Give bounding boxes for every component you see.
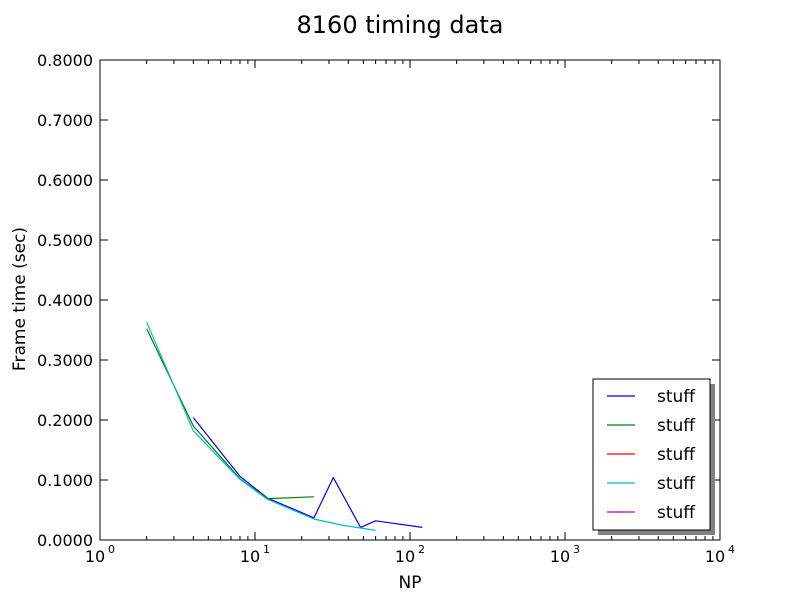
x-axis-ticks: 10 0 10 1 10 2 10 3 10 4 bbox=[85, 60, 735, 566]
x-tick-exponent: 0 bbox=[108, 543, 115, 556]
x-axis-label: NP bbox=[399, 573, 422, 593]
legend-label-4: stuff bbox=[657, 474, 696, 494]
y-tick-label: 0.1000 bbox=[37, 471, 93, 490]
plot-lines bbox=[146, 321, 423, 531]
y-axis-ticks: 0.0000 0.1000 0.2000 0.3000 0.4000 0.5000 0.60… bbox=[37, 51, 720, 550]
y-tick-label: 0.6000 bbox=[37, 171, 93, 190]
series-2-line bbox=[146, 328, 314, 500]
x-tick-label: 10 bbox=[395, 547, 415, 566]
x-tick-exponent: 4 bbox=[728, 543, 735, 556]
x-tick-exponent: 2 bbox=[418, 543, 425, 556]
legend-label-3: stuff bbox=[657, 445, 696, 465]
x-tick-label: 10 bbox=[550, 547, 570, 566]
y-tick-label: 0.3000 bbox=[37, 351, 93, 370]
y-tick-label: 0.8000 bbox=[37, 51, 93, 70]
y-tick-label: 0.5000 bbox=[37, 231, 93, 250]
x-tick-exponent: 3 bbox=[573, 543, 580, 556]
x-tick-exponent: 1 bbox=[263, 543, 270, 556]
legend-label-2: stuff bbox=[657, 416, 696, 436]
x-tick-label: 10 bbox=[705, 547, 725, 566]
y-axis-label: Frame time (sec) bbox=[10, 227, 30, 371]
x-tick-label: 10 bbox=[85, 547, 105, 566]
chart-title: 8160 timing data bbox=[297, 11, 504, 39]
y-tick-label: 0.2000 bbox=[37, 411, 93, 430]
series-1-line bbox=[192, 417, 423, 529]
series-4-line bbox=[146, 321, 376, 531]
y-tick-label: 0.7000 bbox=[37, 111, 93, 130]
y-tick-label: 0.4000 bbox=[37, 291, 93, 310]
legend-label-1: stuff bbox=[657, 387, 696, 407]
legend-label-5: stuff bbox=[657, 503, 696, 523]
legend: stuff stuff stuff stuff stuff bbox=[592, 378, 715, 535]
x-tick-label: 10 bbox=[240, 547, 260, 566]
y-tick-label: 0.0000 bbox=[37, 531, 93, 550]
